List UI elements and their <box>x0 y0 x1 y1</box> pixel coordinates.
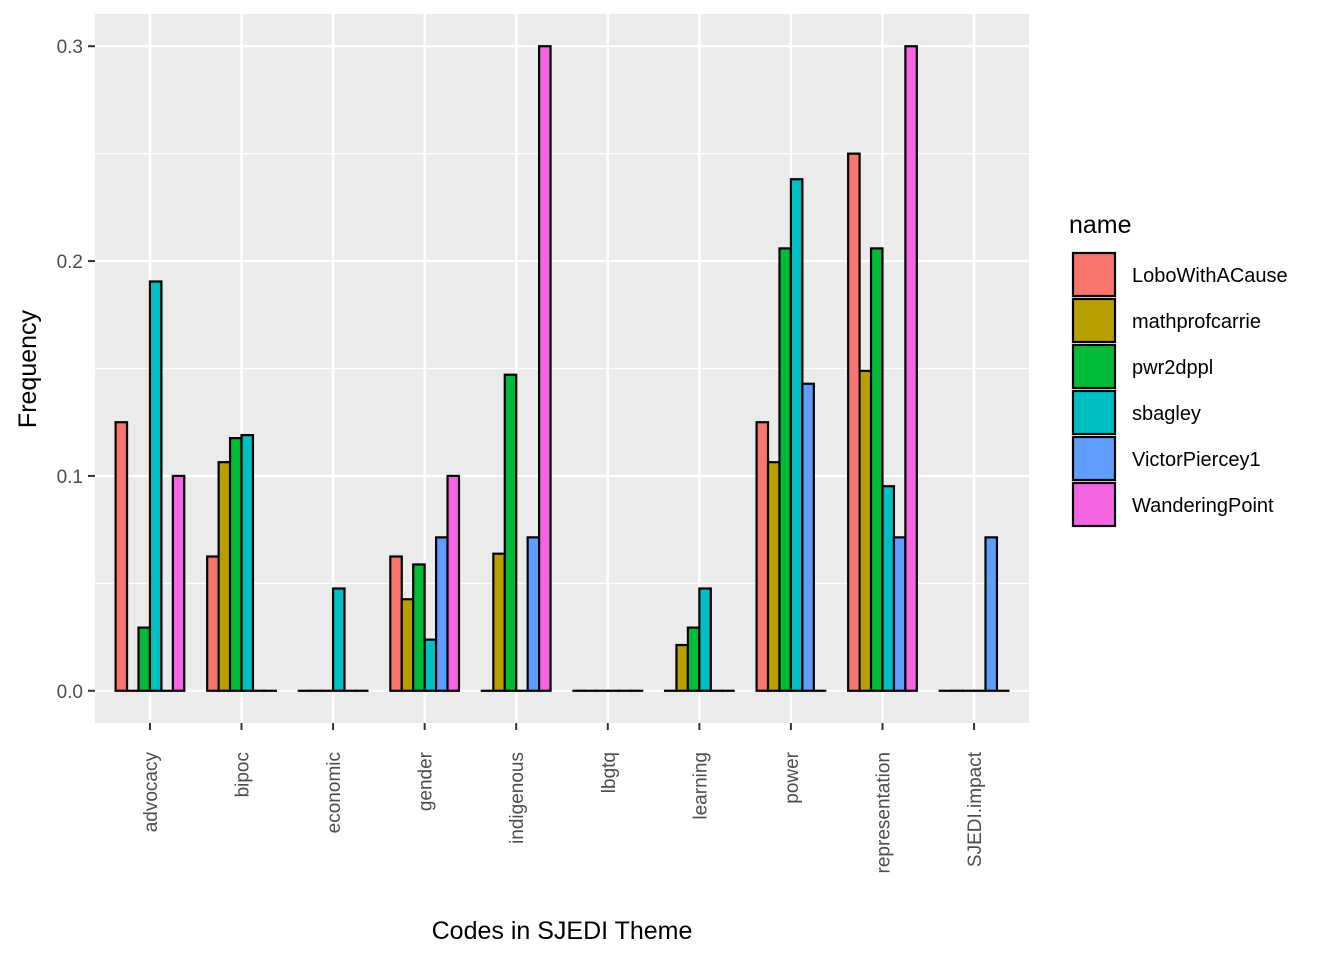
bar <box>206 555 220 692</box>
legend-key <box>1071 481 1117 528</box>
bar <box>148 280 163 692</box>
x-tick-label: learning <box>690 752 711 820</box>
x-tick-label: advocacy <box>141 752 162 833</box>
x-tick-label: lbgtq <box>599 752 620 793</box>
bar <box>892 536 907 692</box>
bar <box>228 437 243 692</box>
x-axis-title: Codes in SJEDI Theme <box>432 917 693 945</box>
bar <box>526 536 541 692</box>
axes: 0.0 0.1 0.2 0.3 advocacy bipoc economic gender i… <box>57 37 986 873</box>
x-tick-label: power <box>782 751 803 803</box>
y-tick-label: 0.2 <box>57 252 83 273</box>
legend-label: sbagley <box>1132 403 1201 425</box>
y-axis-title: Frequency <box>14 309 42 428</box>
legend-key <box>1071 251 1117 298</box>
bars <box>114 45 1010 692</box>
bar <box>400 598 415 692</box>
bar <box>984 536 999 692</box>
legend-label: mathprofcarrie <box>1132 311 1261 333</box>
bar <box>492 552 506 692</box>
bar <box>423 638 438 692</box>
bar <box>858 369 873 692</box>
x-tick-label: bipoc <box>233 752 254 797</box>
bar <box>698 587 712 692</box>
bar <box>789 178 804 692</box>
legend-label: WanderingPoint <box>1132 495 1274 517</box>
bar <box>686 626 701 692</box>
bar <box>675 643 690 692</box>
bar <box>778 247 793 692</box>
y-tick-label: 0.1 <box>57 467 83 488</box>
x-tick-label: SJEDI.impact <box>965 751 986 867</box>
bar <box>434 536 449 692</box>
x-tick-label: gender <box>416 751 437 811</box>
bar <box>389 555 403 692</box>
legend-label: LoboWithACause <box>1132 265 1288 287</box>
bar <box>412 563 426 692</box>
bar <box>766 461 781 692</box>
x-tick-label: indigenous <box>507 752 528 844</box>
y-tick-label: 0.0 <box>57 682 83 703</box>
bar <box>869 247 884 692</box>
legend-key <box>1071 343 1117 390</box>
legend-title: name <box>1069 211 1132 239</box>
legend: name LoboWithACause mathprofcarrie pwr2dpp… <box>1069 211 1288 528</box>
bar <box>904 45 918 692</box>
bar <box>217 461 232 692</box>
legend-key <box>1071 435 1117 482</box>
legend-key <box>1071 389 1117 436</box>
bar <box>114 421 129 692</box>
bar <box>240 434 255 692</box>
bar <box>137 626 152 692</box>
bar <box>801 382 815 692</box>
x-tick-label: economic <box>324 752 345 833</box>
y-tick-label: 0.3 <box>57 37 83 58</box>
legend-key <box>1071 297 1117 344</box>
bar <box>847 152 861 692</box>
bar <box>538 45 552 692</box>
bar <box>446 474 461 692</box>
bar <box>503 373 518 692</box>
legend-label: VictorPiercey1 <box>1132 449 1261 471</box>
bar <box>171 474 186 692</box>
bar <box>881 485 896 692</box>
bar <box>331 587 346 692</box>
bar <box>755 421 770 692</box>
legend-label: pwr2dppl <box>1132 357 1213 379</box>
x-tick-label: representation <box>873 752 894 873</box>
